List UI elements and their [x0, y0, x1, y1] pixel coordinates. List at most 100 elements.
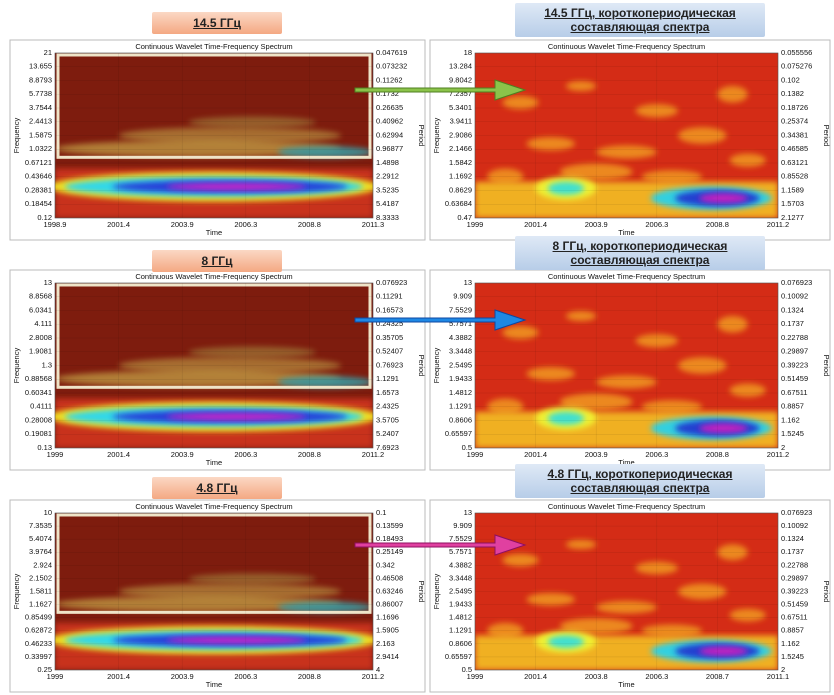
plot-border	[474, 282, 779, 449]
plot-title: Continuous Wavelet Time-Frequency Spectr…	[135, 42, 292, 51]
frequency-tick-label: 1.3	[42, 360, 52, 369]
period-tick-label: 0.11291	[376, 292, 403, 301]
frequency-tick-label: 3.9764	[29, 547, 52, 556]
frequency-tick-label: 1.9433	[449, 374, 472, 383]
heat-blob	[699, 646, 748, 656]
period-tick-label: 1.162	[781, 639, 800, 648]
frequency-tick-label: 2.8008	[29, 333, 52, 342]
time-tick-label: 2003.9	[171, 450, 194, 459]
period-tick-label: 0.073232	[376, 62, 407, 71]
period-tick-label: 0.29897	[781, 347, 808, 356]
period-tick-label: 0.26635	[376, 103, 403, 112]
period-tick-label: 0.63246	[376, 586, 403, 595]
heat-blob	[678, 583, 727, 600]
plot-border	[474, 52, 779, 219]
frequency-tick-label: 0.33997	[25, 652, 52, 661]
frequency-tick-label: 5.7738	[29, 89, 52, 98]
frequency-tick-label: 6.0341	[29, 305, 52, 314]
frequency-tick-label: 21	[44, 48, 52, 57]
heat-blob	[635, 334, 679, 348]
time-tick-label: 2008.8	[706, 220, 729, 229]
frequency-tick-label: 2.1466	[449, 144, 472, 153]
time-tick-label: 2011.2	[767, 220, 789, 229]
time-tick-label: 2003.9	[171, 672, 194, 681]
period-tick-label: 0.8857	[781, 402, 804, 411]
panel-header: 14.5 ГГц	[152, 12, 282, 34]
period-tick-label: 0.055556	[781, 48, 812, 57]
frequency-tick-label: 0.62872	[25, 626, 52, 635]
heat-blob	[641, 170, 703, 184]
plot-title: Continuous Wavelet Time-Frequency Spectr…	[548, 272, 705, 281]
time-tick-label: 2001.4	[107, 220, 130, 229]
heat-blob	[729, 608, 766, 622]
period-tick-label: 0.13599	[376, 521, 403, 530]
frequency-tick-label: 0.18454	[25, 199, 52, 208]
heat-blob	[635, 104, 679, 118]
period-tick-label: 8.3333	[376, 213, 399, 222]
frequency-tick-label: 0.43646	[25, 172, 52, 181]
frequency-tick-label: 1.1291	[449, 626, 472, 635]
y-axis-label: Frequency	[432, 118, 441, 154]
heat-blob	[729, 383, 766, 397]
period-tick-label: 0.1732	[376, 89, 399, 98]
time-tick-label: 2001.4	[524, 220, 547, 229]
period-tick-label: 0.34381	[781, 130, 808, 139]
period-tick-label: 0.8857	[781, 626, 804, 635]
heat-blob	[547, 635, 585, 649]
period-tick-label: 0.1382	[781, 89, 804, 98]
period-tick-label: 1.1696	[376, 613, 399, 622]
period-tick-label: 0.047619	[376, 48, 407, 57]
period-tick-label: 1.1589	[781, 185, 804, 194]
heat-blob	[699, 193, 748, 204]
period-tick-label: 1.6573	[376, 388, 399, 397]
heat-blob	[641, 400, 703, 414]
heat-blob	[188, 573, 316, 585]
frequency-tick-label: 4.3882	[449, 333, 472, 342]
heat-blob	[565, 81, 597, 91]
frequency-tick-label: 0.19081	[25, 429, 52, 438]
period-tick-label: 0.11262	[376, 75, 403, 84]
frequency-tick-label: 2.924	[33, 560, 52, 569]
frequency-tick-label: 0.85499	[25, 613, 52, 622]
frequency-tick-label: 7.5529	[449, 534, 472, 543]
heat-blob	[55, 370, 342, 387]
heat-blob	[717, 316, 748, 333]
frequency-tick-label: 0.88568	[25, 374, 52, 383]
heat-blob	[559, 163, 633, 181]
frequency-tick-label: 0.8606	[449, 415, 472, 424]
heat-blob	[678, 127, 727, 144]
time-tick-label: 2011.3	[362, 220, 384, 229]
frequency-tick-label: 0.12	[37, 213, 52, 222]
period-tick-label: 0.29897	[781, 573, 808, 582]
frequency-tick-label: 2.5495	[449, 586, 472, 595]
frequency-tick-label: 0.67121	[25, 158, 52, 167]
period-tick-label: 0.18493	[376, 534, 403, 543]
heat-blob	[502, 325, 539, 340]
heat-blob	[596, 600, 657, 614]
y2-axis-label: Period	[417, 125, 426, 147]
frequency-tick-label: 9.8042	[449, 75, 472, 84]
heat-blob	[699, 423, 748, 434]
frequency-tick-label: 5.4074	[29, 534, 52, 543]
frequency-tick-label: 13.655	[29, 62, 52, 71]
time-tick-label: 2011.2	[767, 450, 789, 459]
time-tick-label: 2008.8	[298, 450, 321, 459]
heat-blob	[118, 127, 342, 144]
frequency-tick-label: 7.5529	[449, 305, 472, 314]
y2-axis-label: Period	[822, 355, 831, 377]
panel-header: 4.8 ГГц	[152, 477, 282, 499]
heat-blob	[526, 593, 575, 606]
period-tick-label: 1.5245	[781, 652, 804, 661]
y-axis-label: Frequency	[432, 574, 441, 610]
period-tick-label: 0.86007	[376, 600, 403, 609]
frequency-tick-label: 8.8568	[29, 292, 52, 301]
period-tick-label: 0.51459	[781, 374, 808, 383]
heat-blob	[565, 311, 597, 321]
y-axis-label: Frequency	[12, 574, 21, 610]
frequency-tick-label: 0.65597	[445, 652, 472, 661]
frequency-tick-label: 1.1291	[449, 402, 472, 411]
period-tick-label: 0.39223	[781, 586, 808, 595]
period-tick-label: 2.1277	[781, 213, 804, 222]
panel-header: 4.8 ГГц, короткопериодическая составляющ…	[515, 464, 765, 498]
period-tick-label: 1.162	[781, 415, 800, 424]
